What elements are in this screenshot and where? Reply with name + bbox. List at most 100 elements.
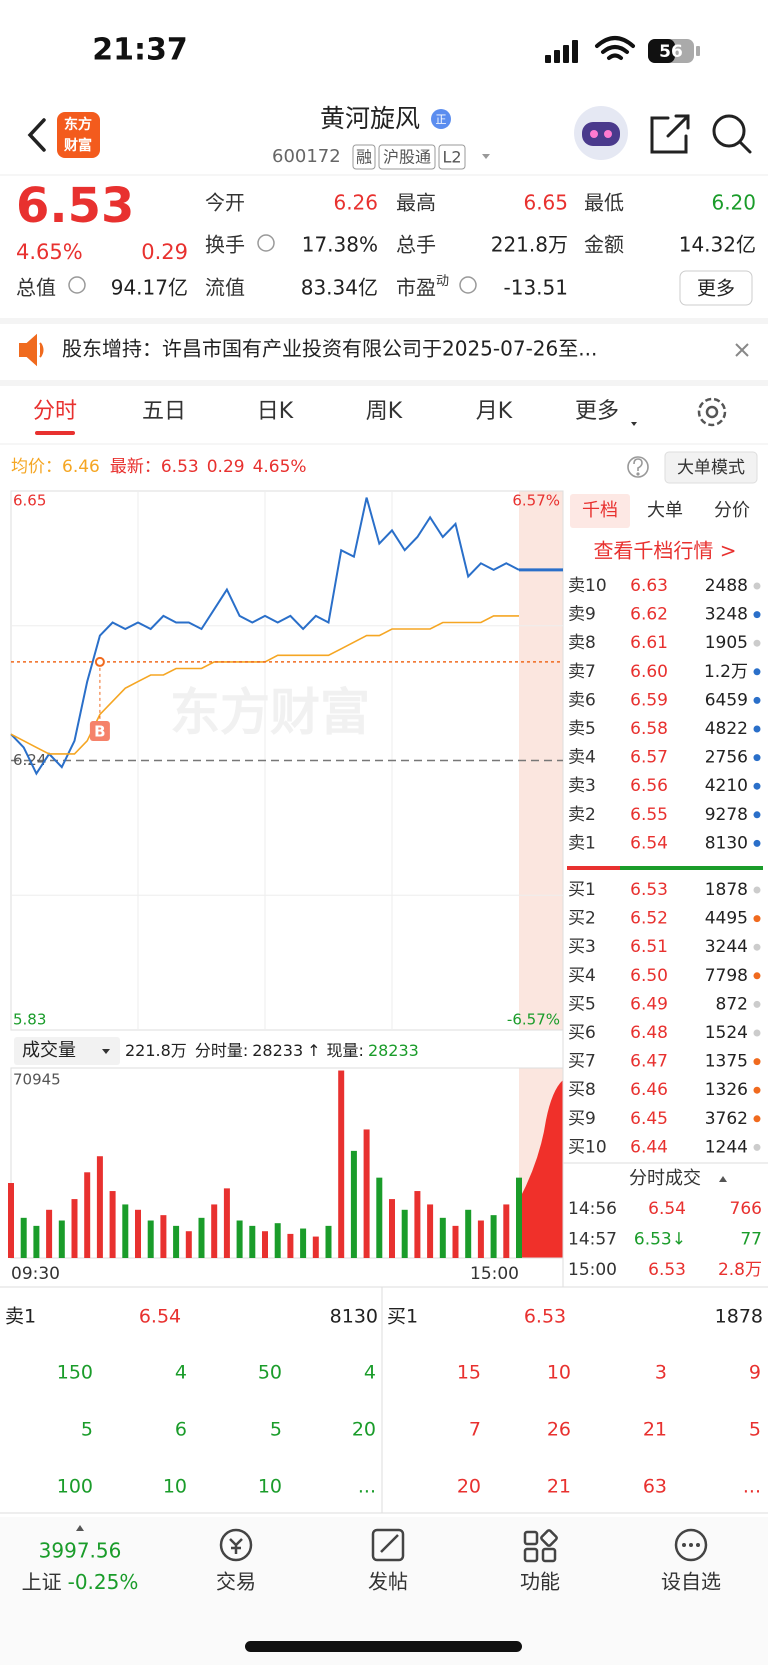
book-price: 6.59 [630,690,668,710]
tab[interactable]: 五日 [142,399,186,424]
back-button[interactable] [27,118,46,152]
volume-bar [516,1177,522,1258]
stock-tag: L2 [442,148,461,167]
queue-order: 21 [643,1419,667,1441]
book-volume: 872 [716,994,748,1014]
volume-bar [401,1209,408,1258]
book-volume: 1375 [705,1052,748,1072]
volume-bar [236,1220,243,1258]
book-price: 6.44 [630,1137,668,1157]
queue-order: 150 [57,1362,93,1384]
mode-button-frame[interactable] [664,451,758,484]
tab[interactable]: 周K [366,399,403,424]
info-icon[interactable] [68,234,477,294]
queue-order: 63 [643,1476,667,1498]
volume-bar [477,1220,484,1258]
mode-button[interactable]: 大单模式 [677,458,745,478]
tab[interactable]: 分时 [33,399,77,424]
after-hours-volume [519,1080,563,1258]
tab[interactable]: 月K [476,399,513,424]
book-dot [753,696,761,704]
after-hours-shade [519,491,563,1030]
nav-icons[interactable] [219,1528,708,1563]
book-tab[interactable]: 大单 [647,500,683,521]
volume-bar [33,1225,40,1258]
queue-order: 10 [163,1476,187,1498]
trade-volume: 766 [730,1199,762,1219]
index-arrow[interactable] [76,1525,84,1531]
book-volume: 1244 [705,1137,748,1157]
book-link[interactable]: 查看千档行情 > [593,539,736,563]
field-label: 今开 [205,191,245,215]
change-pct: 4.65% [16,240,83,264]
field-label: 总手 [396,233,436,257]
volume-bar [300,1228,307,1258]
book-price: 6.60 [630,662,668,682]
book-dot [753,639,761,647]
book-label: 卖8 [568,633,596,653]
dropdown-arrow[interactable] [482,154,490,159]
index-value: 3997.56 [39,1539,122,1563]
settings-button[interactable] [697,397,727,427]
more-button-frame[interactable] [679,270,753,306]
search-button[interactable] [712,114,752,154]
wifi-icon [595,36,635,60]
queue-order: 50 [258,1362,282,1384]
nav-item[interactable]: 功能 [520,1570,560,1594]
selector-arrow [102,1049,110,1054]
collapse-arrow[interactable] [719,1176,727,1182]
book-volume: 3248 [705,605,748,625]
help-icon[interactable] [627,456,649,478]
battery-level [648,39,675,63]
field-value: 14.32亿 [679,233,756,257]
volume-header: 221.8万 分时量: 28233 ↑ 现量: 28233 [125,1041,419,1060]
book-dot [753,582,761,590]
nav-bar [0,1517,768,1665]
field-label: 金额 [584,233,624,257]
book-volume: 4822 [705,719,748,739]
tab[interactable]: 日K [257,399,294,424]
legend-item: 0.29 [207,457,245,477]
volume-bar [338,1070,345,1258]
stock-tag: 融 [356,148,372,167]
volume-bar [350,1150,357,1258]
share-button[interactable] [650,114,690,154]
book-price: 6.63 [630,576,668,596]
queue-volume: 1878 [715,1306,763,1328]
field-value: 6.26 [333,191,378,215]
book-dot [753,1029,761,1037]
book-tab[interactable]: 千档 [582,500,618,521]
nav-item[interactable]: 设自选 [661,1570,721,1594]
book-tab[interactable]: 分价 [714,500,750,521]
buy-marker-dot [94,656,105,667]
field-value: 6.20 [711,191,756,215]
volume-bar [135,1209,141,1258]
volume-bar [312,1236,319,1258]
stock-code: 600172 [272,146,341,167]
queue-order: 4 [175,1362,187,1384]
tab[interactable]: 更多 [575,399,619,424]
nav-item[interactable]: 交易 [216,1570,256,1594]
book-label: 买10 [568,1137,607,1157]
queue-order: 6 [175,1419,187,1441]
book-price: 6.50 [630,966,668,986]
robot-avatar[interactable] [574,106,628,160]
status-time: 21:37 [92,33,188,68]
index-name: 上证 [22,1570,62,1594]
field-label-sup: 动 [436,274,449,289]
volume-header-item: ↑ [307,1041,320,1060]
book-label: 买1 [568,880,596,900]
nav-item[interactable]: 发帖 [368,1570,408,1594]
book-price: 6.58 [630,719,668,739]
queue-order: ... [743,1476,761,1498]
volume-selector-frame[interactable] [14,1037,120,1065]
close-button[interactable] [735,343,749,357]
book-dot [753,943,761,951]
field-label: 最高 [396,191,436,215]
field-value: -13.51 [504,276,568,300]
volume-bar [439,1217,446,1258]
book-price: 6.54 [630,833,668,853]
legend-item: 4.65% [253,457,307,477]
more-button[interactable]: 更多 [697,278,735,300]
